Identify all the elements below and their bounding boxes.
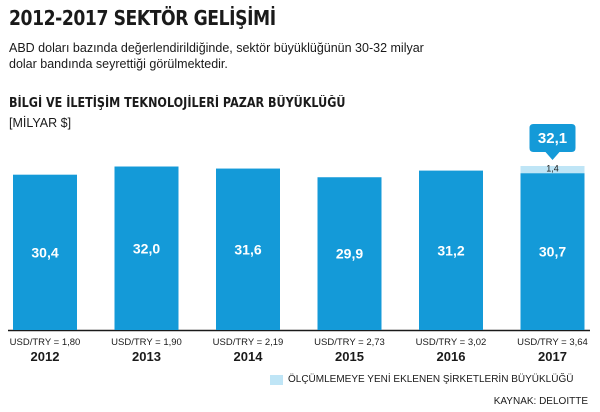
bar-extra-label-2017: 1,4 [546,164,559,174]
x-tick-year-2013: 2013 [132,349,161,364]
x-tick-rate-2012: USD/TRY = 1,80 [10,337,81,348]
x-tick-year-2012: 2012 [31,349,60,364]
legend-label: ÖLÇÜMLEMEYE YENİ EKLENEN ŞİRKETLERİN BÜY… [288,374,574,385]
total-callout-label: 32,1 [538,130,567,147]
x-tick-year-2016: 2016 [437,349,466,364]
legend: ÖLÇÜMLEMEYE YENİ EKLENEN ŞİRKETLERİN BÜY… [270,374,573,385]
x-tick-year-2017: 2017 [538,349,567,364]
source-note: KAYNAK: DELOITTE [493,396,588,407]
legend-swatch [270,374,283,385]
x-tick-year-2014: 2014 [234,349,264,364]
x-tick-rate-2015: USD/TRY = 2,73 [314,337,385,348]
x-tick-rate-2017: USD/TRY = 3,64 [517,337,588,348]
bar-value-label-2013: 32,0 [133,240,160,256]
bar-value-label-2017: 30,7 [539,244,566,260]
bar-2012 [13,174,77,330]
bar-2017 [520,173,585,330]
bar-value-label-2016: 31,2 [437,242,464,258]
bar-2013 [114,166,179,330]
x-tick-rate-2014: USD/TRY = 2,19 [213,337,284,348]
bar-extra-2017 [520,166,585,174]
y-axis-unit-label: [MİLYAR $] [9,116,72,130]
description: ABD doları bazında değerlendirildiğinde,… [9,41,424,71]
x-tick-rate-2013: USD/TRY = 1,90 [111,337,182,348]
bar-value-label-2015: 29,9 [336,246,363,262]
x-tick-rate-2016: USD/TRY = 3,02 [416,337,487,348]
total-callout-badge [529,124,576,160]
bar-2016 [419,170,483,330]
bar-2015 [317,177,382,330]
bar-value-label-2012: 30,4 [31,244,58,260]
chart-title: BİLGİ VE İLETİŞİM TEKNOLOJİLERİ PAZAR BÜ… [9,96,346,111]
bar-2014 [216,168,280,330]
x-tick-year-2015: 2015 [335,349,364,364]
headline: 2012-2017 SEKTÖR GELİŞİMİ [9,6,276,30]
bar-value-label-2014: 31,6 [234,241,261,257]
